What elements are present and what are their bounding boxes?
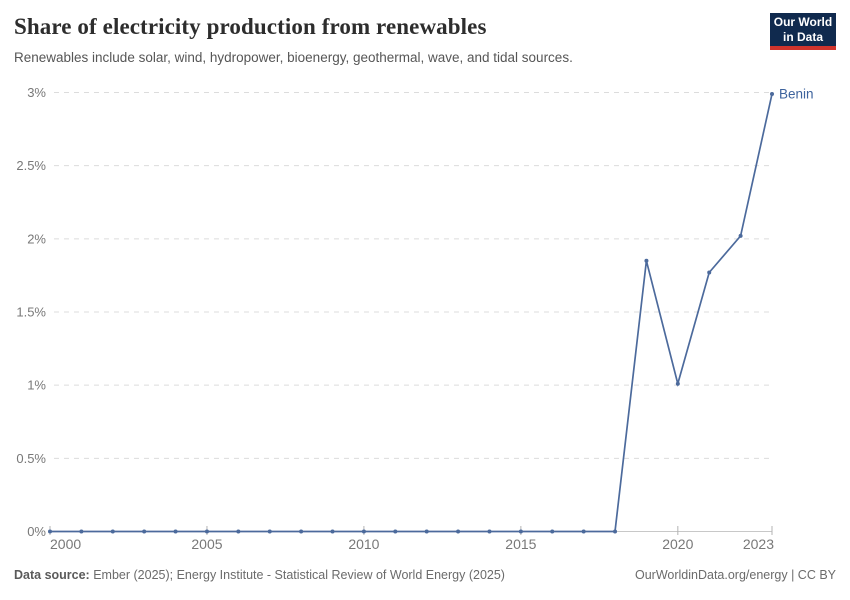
data-point — [550, 529, 555, 534]
x-axis-tick-label: 2010 — [348, 536, 379, 552]
chart-title: Share of electricity production from ren… — [14, 14, 487, 39]
data-point — [236, 529, 241, 534]
y-axis-tick-label: 1% — [27, 378, 46, 393]
data-point — [299, 529, 304, 534]
chart-footer: Data source: Ember (2025); Energy Instit… — [14, 568, 836, 582]
y-axis-tick-label: 3% — [27, 85, 46, 100]
data-point — [330, 529, 335, 534]
y-axis-tick-label: 2% — [27, 231, 46, 246]
x-axis-tick-label: 2023 — [743, 536, 774, 552]
owid-logo-line1: Our World — [773, 14, 833, 29]
chart-subtitle: Renewables include solar, wind, hydropow… — [14, 50, 573, 65]
data-point — [518, 529, 523, 534]
data-point — [487, 529, 492, 534]
data-point — [770, 91, 774, 96]
data-point — [48, 529, 52, 534]
y-axis-tick-label: 0.5% — [16, 451, 46, 466]
data-source-label: Data source: — [14, 568, 90, 582]
data-point — [675, 381, 680, 386]
data-point — [613, 529, 618, 534]
data-point — [707, 270, 712, 275]
series-label-benin: Benin — [779, 86, 814, 101]
x-axis-tick-label: 2000 — [50, 536, 81, 552]
data-point — [644, 258, 649, 263]
owid-logo[interactable]: Our World in Data — [770, 13, 836, 50]
data-point — [393, 529, 398, 534]
license-link[interactable]: OurWorldinData.org/energy | CC BY — [634, 568, 836, 582]
data-point — [456, 529, 461, 534]
data-point — [424, 529, 429, 534]
data-point — [142, 529, 147, 534]
y-axis-tick-label: 0% — [27, 524, 46, 539]
x-axis-tick-label: 2015 — [505, 536, 536, 552]
data-point — [361, 529, 366, 534]
data-point — [79, 529, 84, 534]
y-axis-tick-label: 1.5% — [16, 305, 46, 320]
data-source-text: Ember (2025); Energy Institute - Statist… — [93, 568, 505, 582]
data-point — [173, 529, 178, 534]
x-axis-tick-label: 2020 — [662, 536, 693, 552]
data-point — [110, 529, 115, 534]
y-axis-tick-label: 2.5% — [16, 158, 46, 173]
data-point — [204, 529, 209, 534]
data-source-note: Data source: Ember (2025); Energy Instit… — [14, 568, 505, 582]
owid-logo-line2: in Data — [782, 29, 823, 44]
data-point — [738, 233, 743, 238]
data-point — [267, 529, 272, 534]
data-line-benin — [49, 93, 773, 533]
x-axis-tick-label: 2005 — [191, 536, 222, 552]
data-point — [581, 529, 586, 534]
